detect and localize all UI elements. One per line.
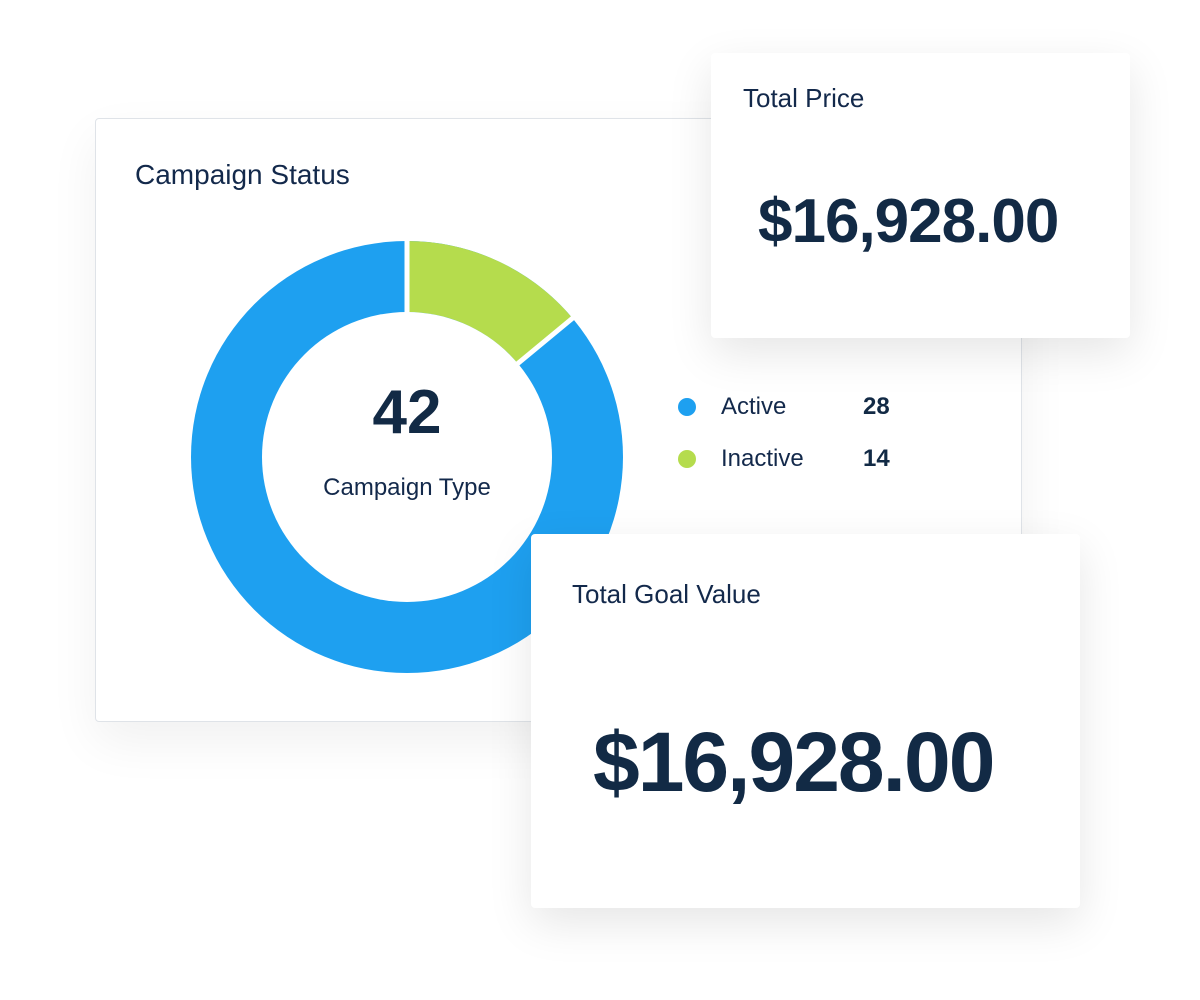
legend-item-active[interactable]: Active 28 [678, 381, 890, 433]
donut-total: 42 [372, 378, 442, 447]
donut-segment-inactive[interactable] [407, 241, 573, 364]
donut-chart [191, 239, 623, 673]
active-dot-icon [678, 398, 696, 416]
legend-label: Inactive [721, 445, 804, 472]
chart-legend: Active 28 Inactive 14 [678, 381, 890, 485]
legend-value: 28 [863, 393, 890, 420]
total-price-title: Total Price [743, 83, 865, 113]
card-title: Campaign Status [135, 159, 350, 190]
donut-center-label: Campaign Type [323, 474, 491, 501]
legend-value: 14 [863, 445, 890, 472]
total-price-value: $16,928.00 [758, 187, 1059, 256]
inactive-dot-icon [678, 450, 696, 468]
donut-center: 42 Campaign Type [189, 239, 625, 675]
total-goal-value-title: Total Goal Value [572, 579, 761, 609]
total-goal-value-card: Total Goal Value $16,928.00 [531, 534, 1080, 908]
legend-item-inactive[interactable]: Inactive 14 [678, 433, 890, 485]
total-price-card: Total Price $16,928.00 [711, 53, 1130, 338]
total-goal-value-amount: $16,928.00 [593, 715, 995, 809]
legend-label: Active [721, 393, 787, 420]
